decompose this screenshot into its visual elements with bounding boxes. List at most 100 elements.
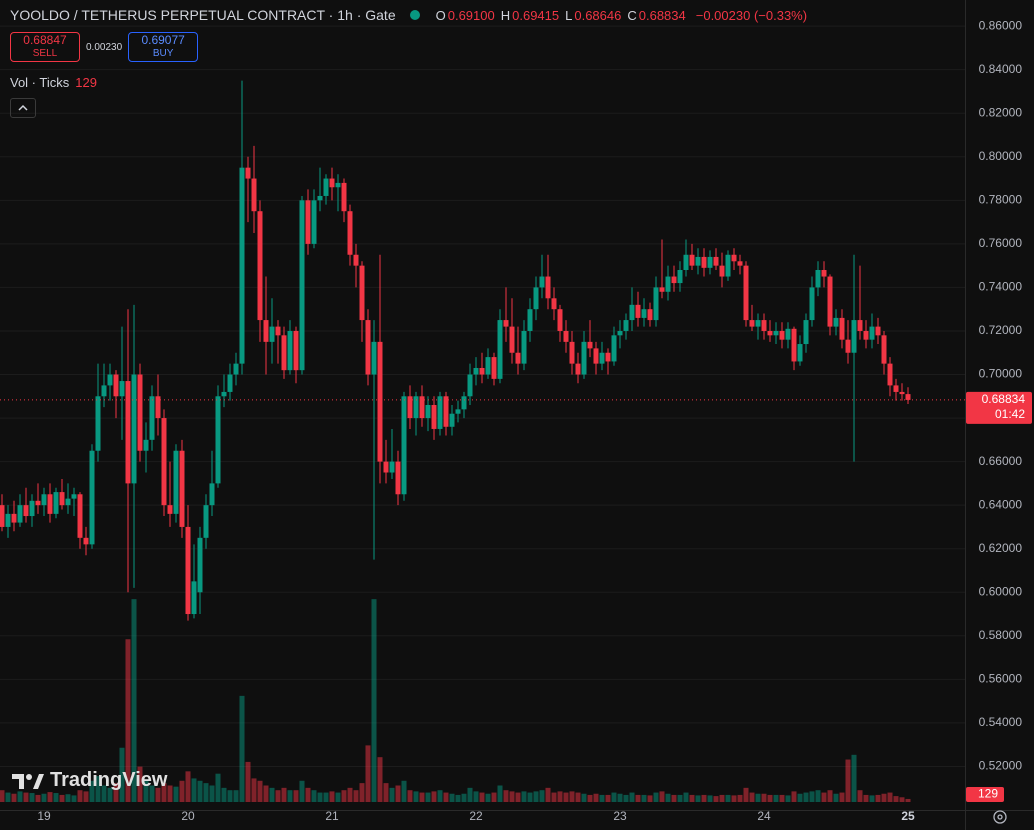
candle-body: [767, 330, 773, 336]
candle-body: [461, 396, 467, 410]
symbol-title[interactable]: YOOLDO / TETHERUS PERPETUAL CONTRACT · 1…: [10, 7, 396, 23]
candle-body: [497, 320, 503, 379]
volume-bar: [413, 791, 419, 802]
volume-bar: [749, 792, 755, 802]
candle-body: [53, 492, 59, 514]
volume-bar: [461, 793, 467, 802]
volume-bar: [497, 785, 503, 802]
candle-body: [863, 330, 869, 340]
candle-body: [629, 304, 635, 321]
volume-bar: [125, 639, 131, 802]
volume-bar: [47, 792, 53, 802]
candle-body: [179, 450, 185, 527]
y-tick-label: 0.60000: [979, 584, 1023, 598]
candle-body: [857, 320, 863, 331]
candle-body: [503, 320, 509, 327]
sell-button[interactable]: 0.68847 SELL: [10, 32, 80, 62]
volume-bar: [311, 790, 317, 802]
change: −0.00230 (−0.33%): [695, 7, 808, 23]
candle-body: [329, 178, 335, 188]
y-tick-label: 0.82000: [979, 105, 1023, 119]
x-tick-label: 22: [469, 809, 483, 823]
volume-bar: [611, 792, 617, 802]
candle-body: [197, 537, 203, 593]
candle-body: [77, 494, 83, 538]
candle-body: [95, 396, 101, 451]
x-tick-label: 23: [613, 809, 627, 823]
candle-body: [11, 513, 17, 523]
candle-body: [221, 391, 227, 397]
candle-body: [557, 309, 563, 331]
volume-bar: [431, 791, 437, 802]
candle-body: [275, 326, 281, 336]
candle-body: [791, 328, 797, 362]
candle-body: [335, 182, 341, 188]
ohlc-key: H: [500, 7, 511, 23]
candle-body: [125, 381, 131, 484]
candle-body: [65, 498, 71, 506]
candle-body: [533, 287, 539, 310]
candle-body: [29, 500, 35, 517]
candle-body: [71, 494, 77, 499]
volume-bar: [287, 790, 293, 802]
candle-body: [281, 335, 287, 371]
candle-body: [41, 494, 47, 506]
candle-body: [785, 328, 791, 340]
candle-body: [899, 391, 905, 395]
candle-body: [485, 357, 491, 375]
collapse-button[interactable]: [10, 98, 36, 118]
candle-body: [431, 405, 437, 429]
volume-bar: [683, 792, 689, 802]
volume-bar: [527, 792, 533, 802]
y-tick-label: 0.78000: [979, 192, 1023, 206]
y-tick-label: 0.52000: [979, 759, 1023, 773]
countdown: 01:42: [995, 407, 1025, 421]
candle-body: [245, 167, 251, 179]
volume-bar: [779, 794, 785, 802]
candle-body: [569, 341, 575, 364]
volume-bar: [65, 794, 71, 802]
candle-body: [131, 374, 137, 484]
volume-bar: [83, 791, 89, 802]
volume-bar: [401, 780, 407, 802]
candle-body: [419, 396, 425, 419]
candle-body: [311, 200, 317, 244]
volume-bar: [131, 599, 137, 802]
sell-label: SELL: [32, 48, 58, 59]
volume-bar: [323, 792, 329, 802]
volume-bar: [887, 792, 893, 802]
volume-bar: [491, 792, 497, 802]
buy-button[interactable]: 0.69077 BUY: [128, 32, 199, 62]
volume-bar: [587, 794, 593, 802]
candle-body: [827, 276, 833, 327]
y-tick-label: 0.84000: [979, 62, 1023, 76]
volume-bar: [41, 793, 47, 802]
candle-body: [137, 374, 143, 451]
volume-bar: [215, 773, 221, 802]
candle-body: [713, 256, 719, 266]
candle-body: [191, 581, 197, 615]
volume-bar: [341, 790, 347, 802]
ohlc-legend: O 0.69100 H 0.69415 L 0.68646 C 0.68834: [432, 8, 686, 23]
volume-bar: [557, 791, 563, 802]
candle-body: [359, 265, 365, 321]
volume-bar: [899, 797, 905, 802]
volume-bar: [257, 780, 263, 802]
candle-body: [815, 270, 821, 288]
candle-body: [821, 270, 827, 277]
volume-bar: [521, 791, 527, 802]
candle-body: [119, 381, 125, 397]
ohlc-value: 0.68646: [574, 7, 622, 23]
y-tick-label: 0.56000: [979, 672, 1023, 686]
volume-bar: [383, 783, 389, 802]
volume-bar: [101, 785, 107, 802]
candle-body: [173, 450, 179, 514]
candle-body: [269, 326, 275, 342]
candle-body: [635, 304, 641, 318]
volume-bar: [713, 796, 719, 802]
volume-bar: [845, 759, 851, 802]
candle-body: [5, 513, 11, 527]
volume-bar: [875, 794, 881, 802]
settings-button[interactable]: [993, 810, 1007, 824]
ohlc-value: 0.69415: [512, 7, 560, 23]
